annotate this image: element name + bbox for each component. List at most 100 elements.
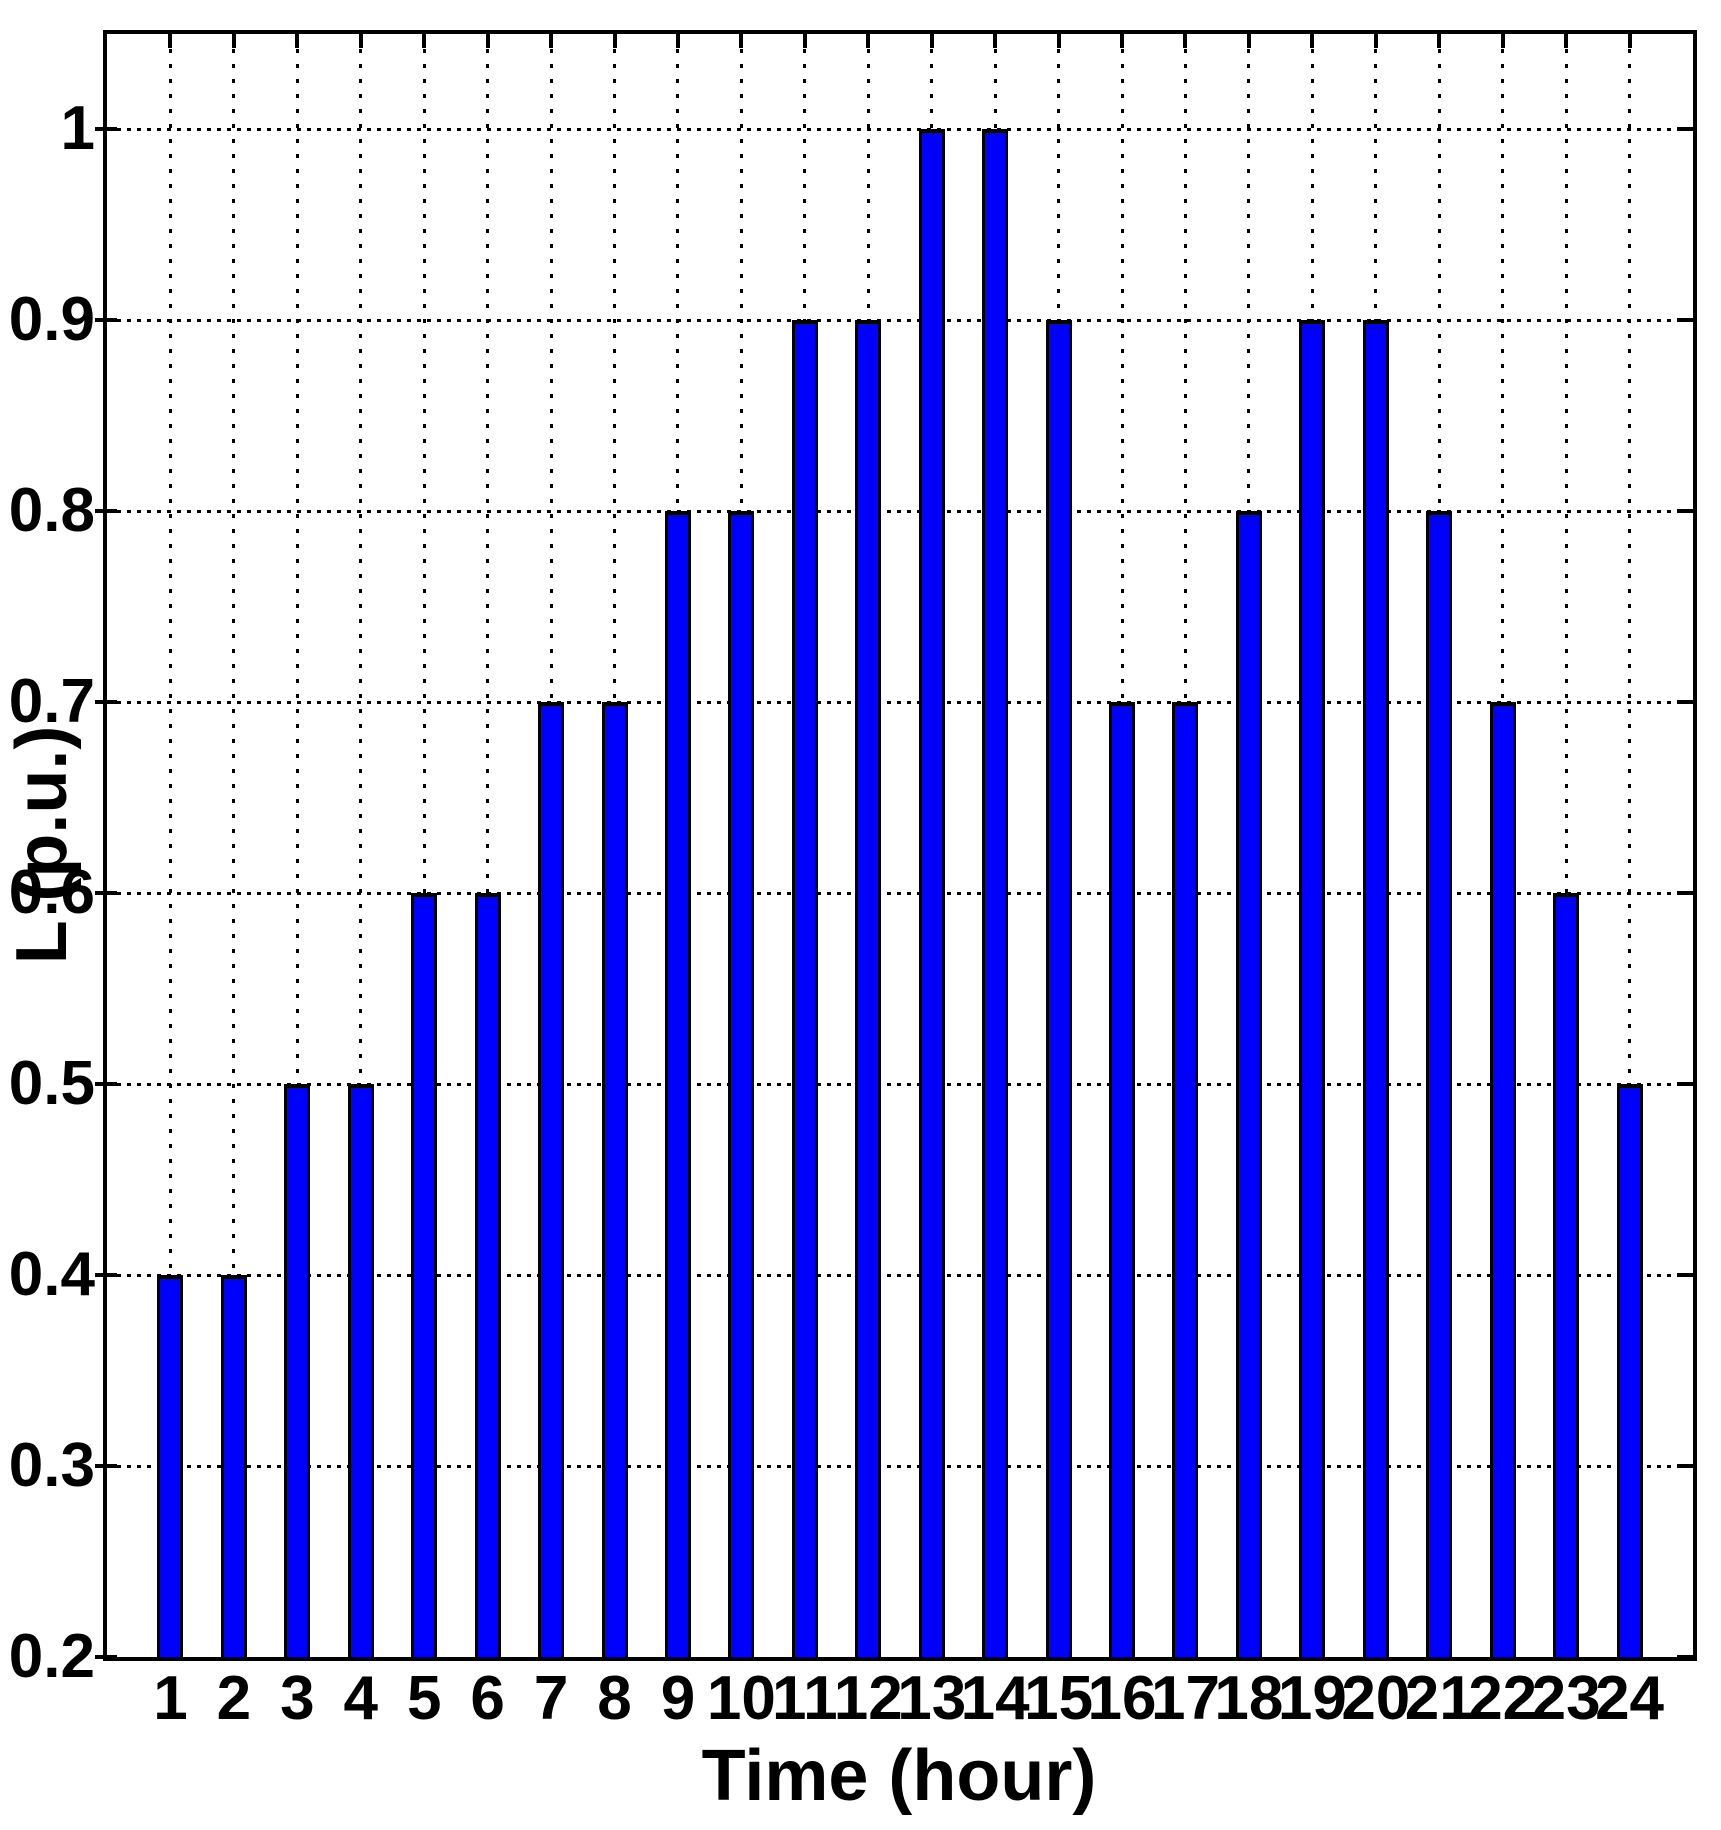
x-axis-tick-mark (1437, 34, 1442, 48)
y-axis-tick-mark (95, 1082, 117, 1087)
bar-hour-12 (855, 320, 882, 1657)
bar-hour-8 (601, 702, 628, 1657)
bar-hour-23 (1553, 893, 1580, 1657)
x-axis-tick-mark (1246, 34, 1251, 48)
x-tick-label: 9 (660, 1664, 696, 1733)
bar-hour-2 (220, 1275, 247, 1657)
bar-hour-13 (918, 129, 945, 1657)
x-tick-label: 24 (1595, 1664, 1665, 1733)
bar-hour-24 (1616, 1084, 1643, 1657)
horizontal-gridline (107, 891, 1693, 895)
bar-hour-1 (157, 1275, 184, 1657)
bar-hour-9 (664, 511, 691, 1657)
x-axis-tick-mark (739, 34, 744, 48)
bar-hour-6 (474, 893, 501, 1657)
x-tick-label: 12 (833, 1664, 903, 1733)
x-tick-label: 11 (772, 1664, 838, 1733)
x-tick-label: 18 (1214, 1664, 1284, 1733)
horizontal-gridline (107, 1464, 1693, 1468)
plot-area (95, 30, 1697, 1661)
x-axis-tick-mark (549, 34, 554, 48)
y-axis-tick-mark (95, 1655, 117, 1659)
y-axis-tick-mark (1677, 891, 1697, 896)
x-axis-tick-mark (993, 34, 998, 48)
y-axis-tick-mark (95, 1464, 117, 1469)
x-tick-label: 16 (1087, 1664, 1157, 1733)
x-tick-label: 4 (343, 1664, 378, 1733)
x-tick-label: 2 (216, 1664, 252, 1733)
y-tick-label: 0.4 (8, 1240, 95, 1310)
x-axis-tick-mark (802, 34, 807, 48)
bar-hour-4 (347, 1084, 374, 1657)
bar-hour-7 (538, 702, 565, 1657)
x-axis-tick-mark (422, 34, 427, 48)
y-axis-tick-mark (1677, 1082, 1697, 1087)
bar-hour-16 (1109, 702, 1136, 1657)
y-axis-tick-mark (95, 509, 117, 514)
y-tick-label: 0.7 (8, 667, 95, 737)
x-axis-tick-mark (1120, 34, 1125, 48)
y-tick-label: 0.2 (8, 1622, 95, 1691)
x-axis-tick-mark (1310, 34, 1315, 48)
y-tick-label: 0.3 (8, 1431, 95, 1501)
x-axis-tick-mark (1056, 34, 1061, 48)
x-tick-label: 17 (1150, 1664, 1220, 1733)
y-axis-tick-mark (95, 127, 117, 132)
x-tick-label: 21 (1404, 1664, 1474, 1733)
bar-hour-11 (791, 320, 818, 1657)
bar-hour-22 (1489, 702, 1516, 1657)
y-axis-tick-mark (95, 1273, 117, 1278)
y-axis-tick-mark (95, 891, 117, 896)
y-axis-title: L (p.u.) (2, 725, 82, 965)
vertical-gridline (232, 34, 236, 1657)
y-axis-tick-mark (1677, 1273, 1697, 1278)
x-tick-label: 14 (960, 1664, 1030, 1733)
bar-hour-14 (982, 129, 1009, 1657)
x-axis-tick-mark (1500, 34, 1505, 48)
bar-hour-21 (1426, 511, 1453, 1657)
horizontal-gridline (107, 1273, 1693, 1277)
bar-hour-17 (1172, 702, 1199, 1657)
vertical-gridline (1564, 34, 1568, 1657)
bar-hour-19 (1299, 320, 1326, 1657)
x-axis-tick-mark (1373, 34, 1378, 48)
vertical-gridline (359, 34, 363, 1657)
x-axis-title: Time (hour) (701, 1736, 1097, 1816)
x-axis-tick-mark (168, 34, 173, 48)
x-tick-label: 7 (533, 1664, 569, 1733)
y-axis-tick-mark (1677, 1464, 1697, 1469)
x-axis-tick-mark (929, 34, 934, 48)
y-tick-label: 0.9 (8, 285, 95, 355)
x-tick-label: 10 (706, 1664, 776, 1733)
horizontal-gridline (107, 127, 1693, 131)
horizontal-gridline (107, 700, 1693, 704)
y-axis-tick-mark (1677, 509, 1697, 514)
x-tick-label: 15 (1024, 1664, 1094, 1733)
y-tick-label: 0.6 (8, 858, 95, 928)
x-tick-label: 6 (470, 1664, 505, 1733)
bar-hour-15 (1045, 320, 1072, 1657)
x-tick-label: 5 (406, 1664, 442, 1733)
vertical-gridline (486, 34, 490, 1657)
x-tick-label: 20 (1341, 1664, 1411, 1733)
x-tick-label: 3 (280, 1664, 315, 1733)
y-axis-tick-mark (1677, 127, 1697, 132)
x-axis-tick-mark (485, 34, 490, 48)
horizontal-gridline (107, 509, 1693, 513)
y-axis-tick-mark (1677, 700, 1697, 705)
y-axis-tick-mark (1677, 318, 1697, 323)
x-axis-tick-mark (1183, 34, 1188, 48)
x-tick-label: 22 (1468, 1664, 1538, 1733)
bar-hour-18 (1235, 511, 1262, 1657)
horizontal-gridline (107, 318, 1693, 322)
y-axis-tick-mark (95, 318, 117, 323)
bar-hour-5 (411, 893, 438, 1657)
x-tick-label: 8 (597, 1664, 632, 1733)
horizontal-gridline (107, 1082, 1693, 1086)
x-axis-tick-mark (295, 34, 300, 48)
bar-hour-3 (284, 1084, 311, 1657)
bar-hour-10 (728, 511, 755, 1657)
y-axis-tick-mark (95, 700, 117, 705)
y-tick-label: 0.8 (8, 476, 95, 546)
